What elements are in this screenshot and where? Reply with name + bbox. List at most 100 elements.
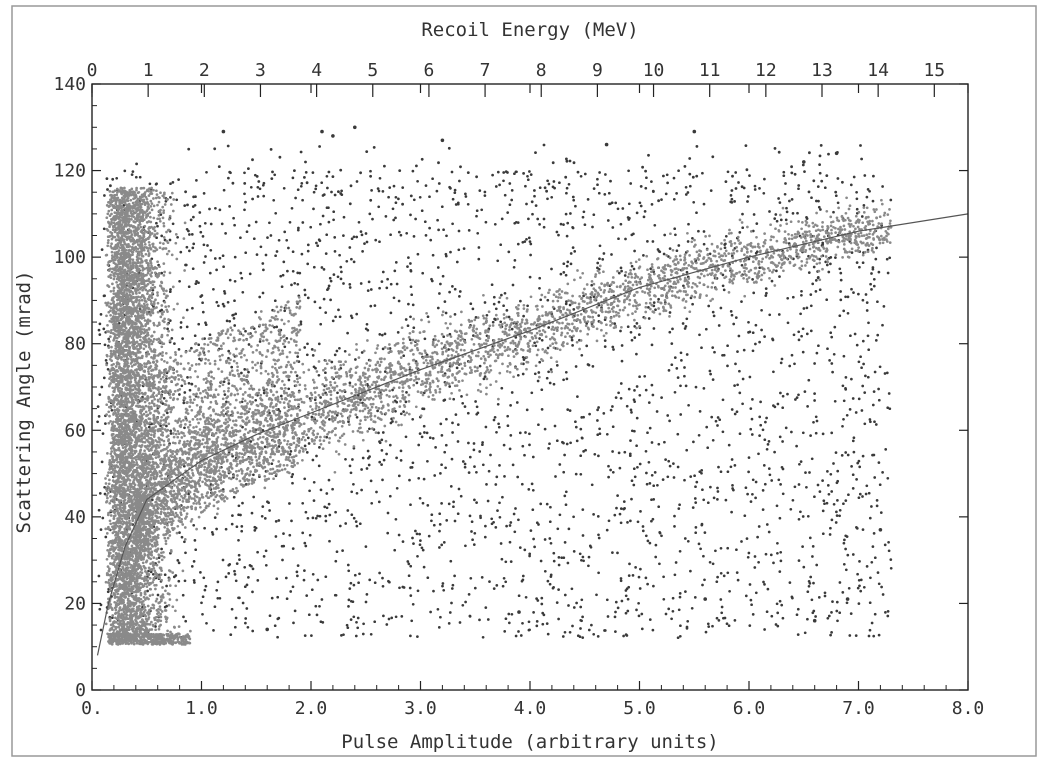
data-point <box>706 446 710 450</box>
data-point <box>302 578 306 582</box>
data-point <box>565 159 569 163</box>
data-point <box>630 264 634 268</box>
data-point <box>210 530 214 534</box>
data-point <box>823 186 827 190</box>
data-point <box>749 500 753 503</box>
data-point <box>872 634 876 638</box>
data-point <box>449 186 452 190</box>
data-point-dense <box>136 295 140 299</box>
data-point-dense <box>136 401 140 405</box>
data-point <box>348 202 352 206</box>
data-point-dense <box>140 490 143 493</box>
data-point-dense <box>146 249 150 253</box>
data-point-dense <box>161 351 164 354</box>
data-point <box>255 175 259 178</box>
data-point <box>635 608 638 612</box>
data-point-dense <box>139 250 143 253</box>
data-point <box>421 501 425 505</box>
data-point <box>564 503 568 507</box>
data-point <box>693 497 697 500</box>
data-point <box>746 555 750 559</box>
data-point <box>830 631 833 634</box>
data-point <box>348 381 352 385</box>
data-point <box>303 176 306 179</box>
data-point <box>160 271 164 275</box>
data-point <box>442 228 445 232</box>
data-point <box>316 244 320 248</box>
data-point <box>738 369 741 373</box>
data-point <box>617 391 620 395</box>
data-point <box>750 433 754 436</box>
data-point <box>402 410 405 413</box>
data-point <box>462 247 466 250</box>
data-point <box>268 509 271 512</box>
data-point <box>194 282 198 286</box>
data-point <box>359 171 362 175</box>
data-point <box>296 282 300 286</box>
data-point <box>764 294 768 297</box>
data-point <box>522 172 525 175</box>
data-point <box>775 602 779 606</box>
data-point <box>817 199 820 203</box>
data-point <box>447 622 451 625</box>
data-point <box>557 563 561 567</box>
data-point <box>501 495 504 499</box>
data-point <box>364 232 368 235</box>
data-point <box>596 183 599 187</box>
data-point <box>567 182 571 186</box>
data-point <box>346 509 350 512</box>
data-point <box>508 540 512 544</box>
data-point <box>611 425 615 429</box>
data-point <box>301 531 305 535</box>
data-point-dense <box>111 510 115 513</box>
data-point <box>326 186 329 190</box>
data-point <box>844 295 847 299</box>
data-point <box>801 431 805 435</box>
data-point <box>228 319 232 323</box>
data-point <box>381 576 384 580</box>
data-point <box>463 465 467 469</box>
data-point <box>192 242 196 246</box>
data-point <box>395 486 399 490</box>
data-point <box>657 442 661 446</box>
data-point <box>769 553 773 557</box>
data-point <box>668 330 672 334</box>
data-point <box>620 344 624 347</box>
data-point <box>658 562 661 566</box>
data-point <box>266 236 269 239</box>
data-point <box>409 285 413 289</box>
data-point <box>306 516 310 520</box>
data-point <box>559 272 563 276</box>
data-point <box>371 217 374 221</box>
data-point <box>619 521 623 525</box>
data-point-dense <box>155 557 159 560</box>
data-points-layer <box>96 125 893 646</box>
data-point <box>146 589 149 593</box>
data-point <box>221 254 225 258</box>
data-point <box>195 280 198 283</box>
data-point <box>767 467 771 470</box>
data-point <box>419 539 422 542</box>
data-point <box>779 483 782 486</box>
data-point <box>476 231 480 235</box>
data-point <box>845 413 849 417</box>
data-point <box>759 423 763 427</box>
data-point-dense <box>111 614 115 617</box>
data-point <box>345 623 349 627</box>
data-point-dense <box>107 482 111 486</box>
data-point <box>180 384 184 388</box>
data-point <box>746 200 749 203</box>
data-point <box>857 602 861 605</box>
data-point <box>232 495 236 499</box>
data-point <box>592 213 596 217</box>
data-point <box>835 510 838 514</box>
data-point <box>245 583 249 587</box>
data-point <box>291 481 294 485</box>
data-point <box>791 498 795 502</box>
data-point <box>283 230 287 234</box>
data-point <box>98 393 102 396</box>
data-point <box>332 273 336 276</box>
data-point <box>688 184 692 188</box>
data-point <box>285 597 289 601</box>
data-point <box>852 450 856 454</box>
